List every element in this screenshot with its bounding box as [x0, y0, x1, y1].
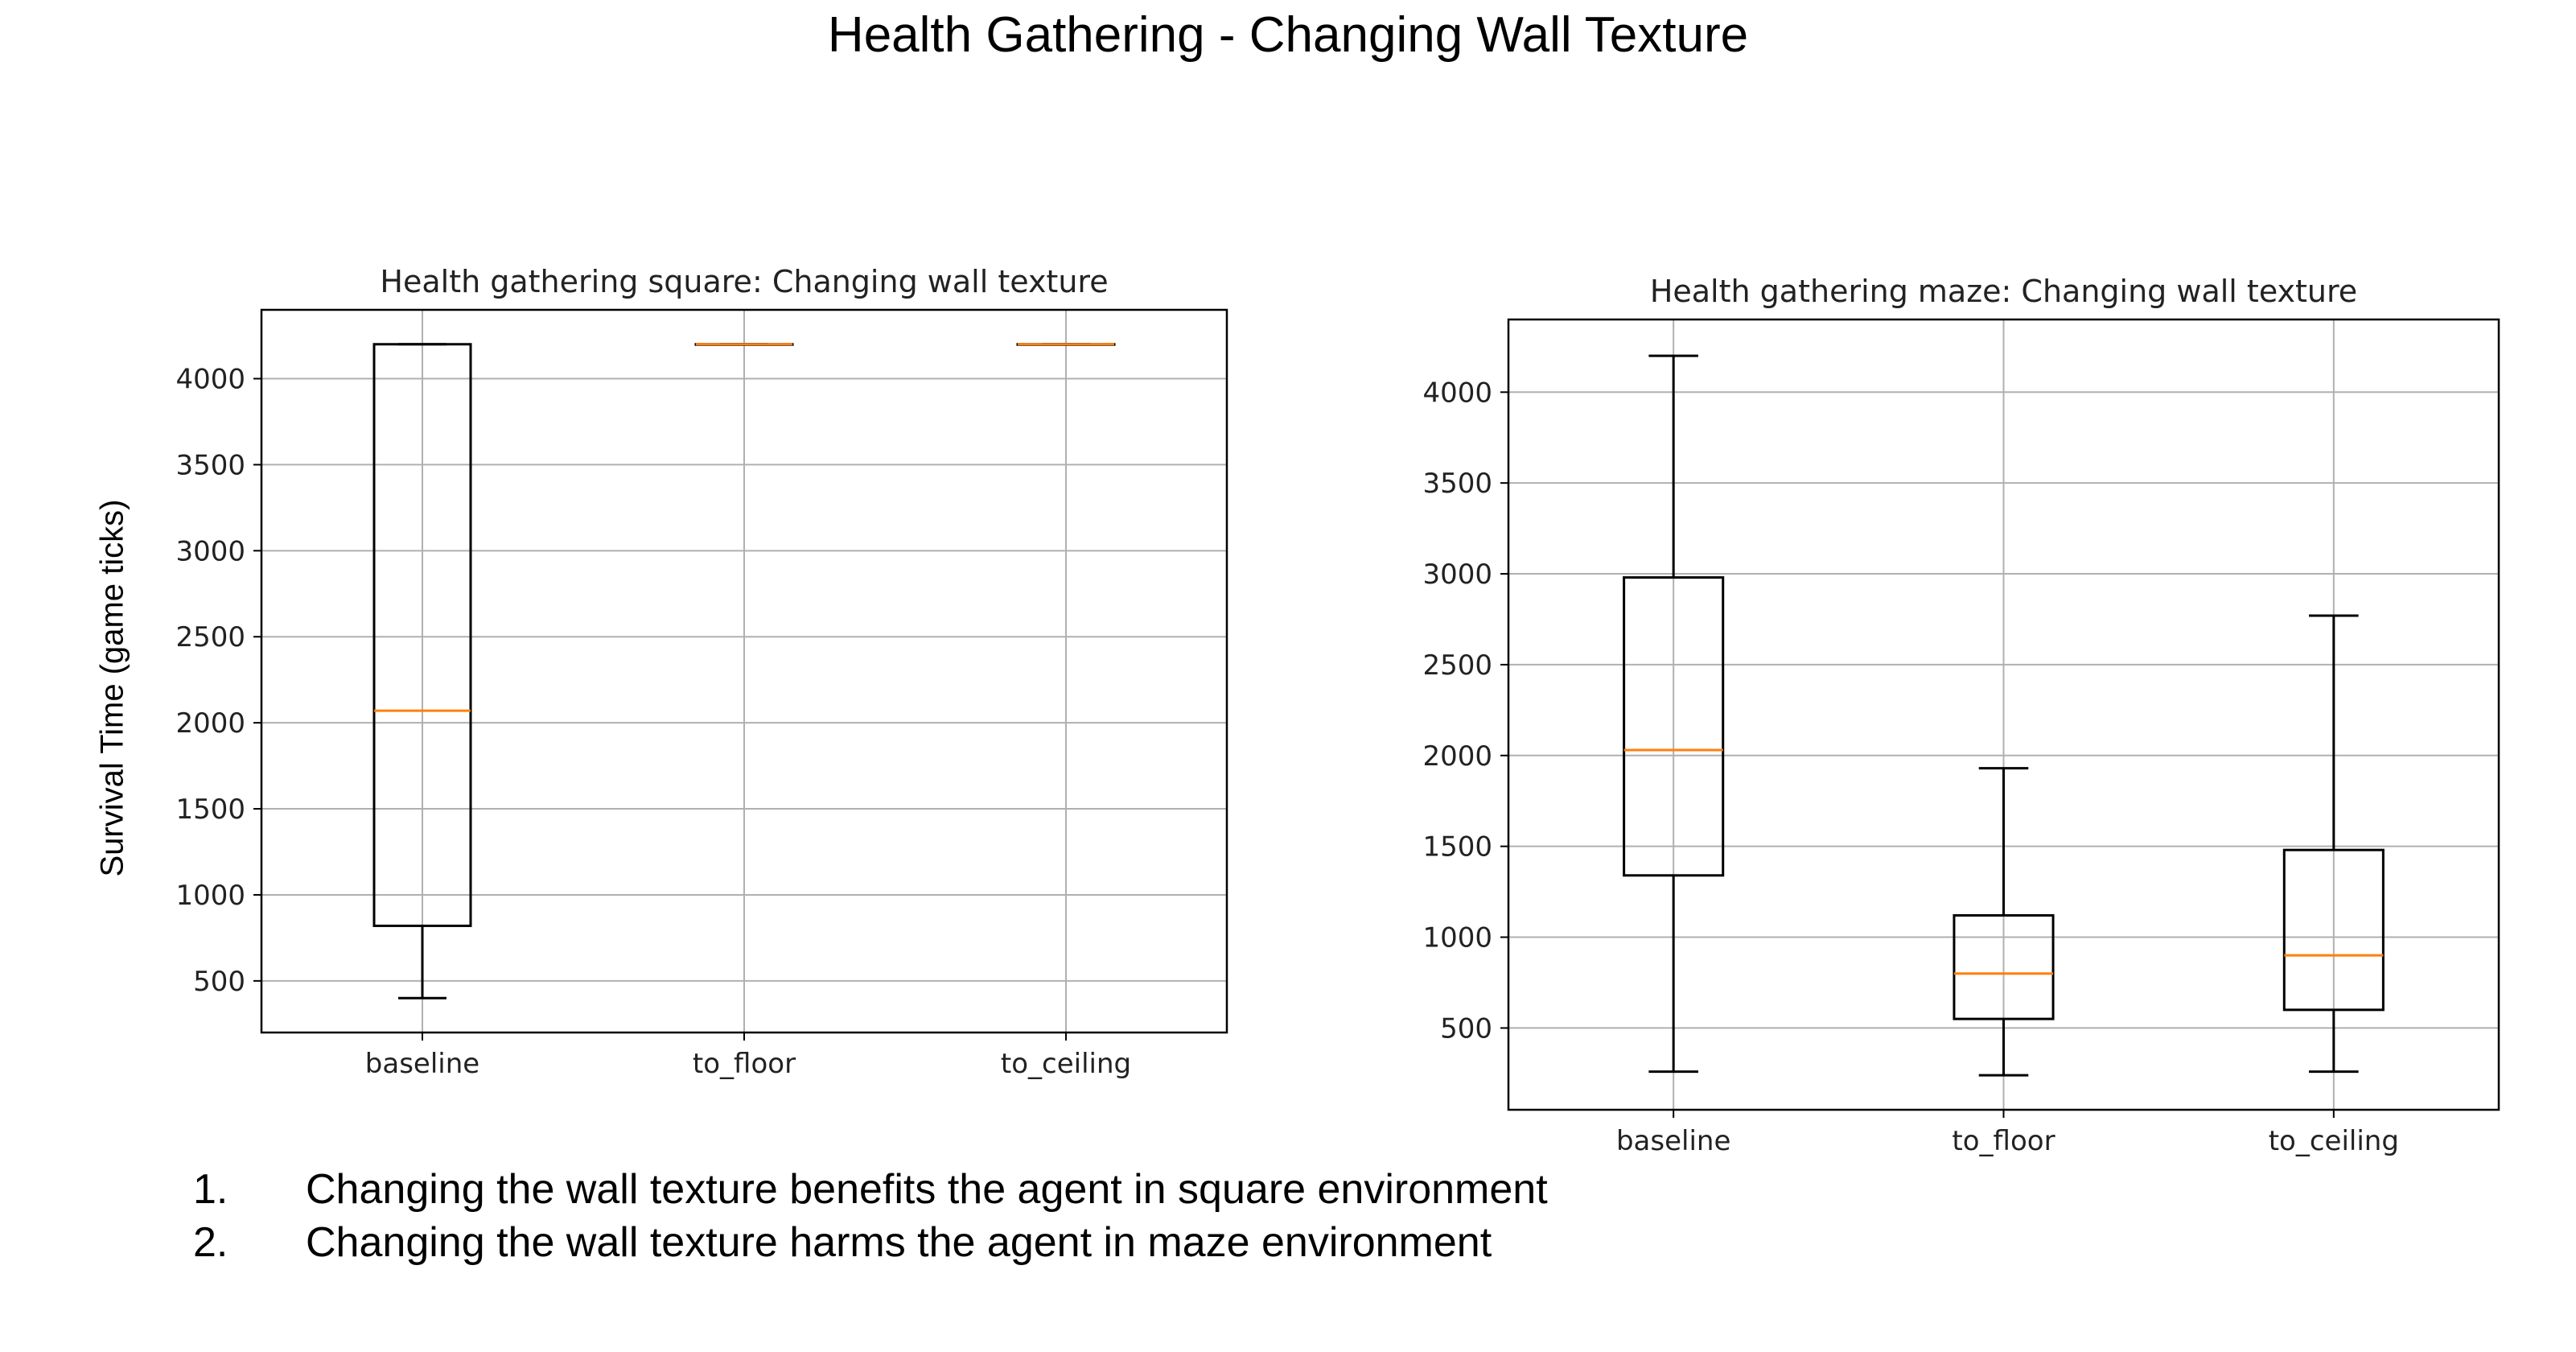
- x-tick-label: to_floor: [1952, 1125, 2055, 1157]
- box-iqr: [1623, 576, 1725, 877]
- y-tick-label: 4000: [175, 364, 245, 396]
- notes-list: 1. Changing the wall texture benefits th…: [193, 1163, 1548, 1269]
- x-tick-label: to_floor: [693, 1048, 796, 1080]
- y-tick-label: 1500: [175, 793, 245, 826]
- chart-square: Health gathering square: Changing wall t…: [175, 264, 1228, 1080]
- y-tick-label: 2000: [1422, 740, 1492, 773]
- y-tick-label: 2500: [175, 621, 245, 653]
- y-tick-label: 3000: [175, 535, 245, 567]
- box-iqr: [1953, 913, 2055, 1020]
- note-item: 1. Changing the wall texture benefits th…: [193, 1163, 1548, 1216]
- note-text: Changing the wall texture harms the agen…: [306, 1219, 1492, 1266]
- chart-title: Health gathering square: Changing wall t…: [380, 264, 1108, 299]
- note-number: 2.: [193, 1219, 228, 1266]
- y-tick-label: 3000: [1422, 559, 1492, 591]
- y-tick-label: 3500: [175, 449, 245, 481]
- y-tick-label: 1000: [1422, 922, 1492, 954]
- chart-title: Health gathering maze: Changing wall tex…: [1650, 274, 2357, 309]
- x-tick-label: baseline: [365, 1048, 479, 1080]
- note-text: Changing the wall texture benefits the a…: [306, 1166, 1548, 1213]
- y-tick-label: 500: [193, 966, 245, 998]
- y-tick-label: 2000: [175, 707, 245, 740]
- y-tick-label: 2500: [1422, 649, 1492, 682]
- y-tick-label: 1000: [175, 880, 245, 912]
- box-iqr: [2282, 848, 2385, 1012]
- note-item: 2. Changing the wall texture harms the a…: [193, 1216, 1548, 1269]
- y-tick-label: 1500: [1422, 831, 1492, 864]
- y-tick-label: 500: [1440, 1012, 1492, 1045]
- slide-title: Health Gathering - Changing Wall Texture: [827, 7, 1749, 63]
- note-number: 1.: [193, 1166, 228, 1213]
- x-tick-label: to_ceiling: [1001, 1048, 1131, 1080]
- x-tick-label: baseline: [1616, 1125, 1730, 1157]
- chart-maze: Health gathering maze: Changing wall tex…: [1422, 274, 2500, 1157]
- y-tick-label: 3500: [1422, 468, 1492, 500]
- plot-frame: [1507, 318, 2500, 1111]
- box-iqr: [372, 343, 472, 927]
- y-tick-label: 4000: [1422, 377, 1492, 409]
- plot-frame: [260, 308, 1228, 1034]
- x-tick-label: to_ceiling: [2269, 1125, 2399, 1157]
